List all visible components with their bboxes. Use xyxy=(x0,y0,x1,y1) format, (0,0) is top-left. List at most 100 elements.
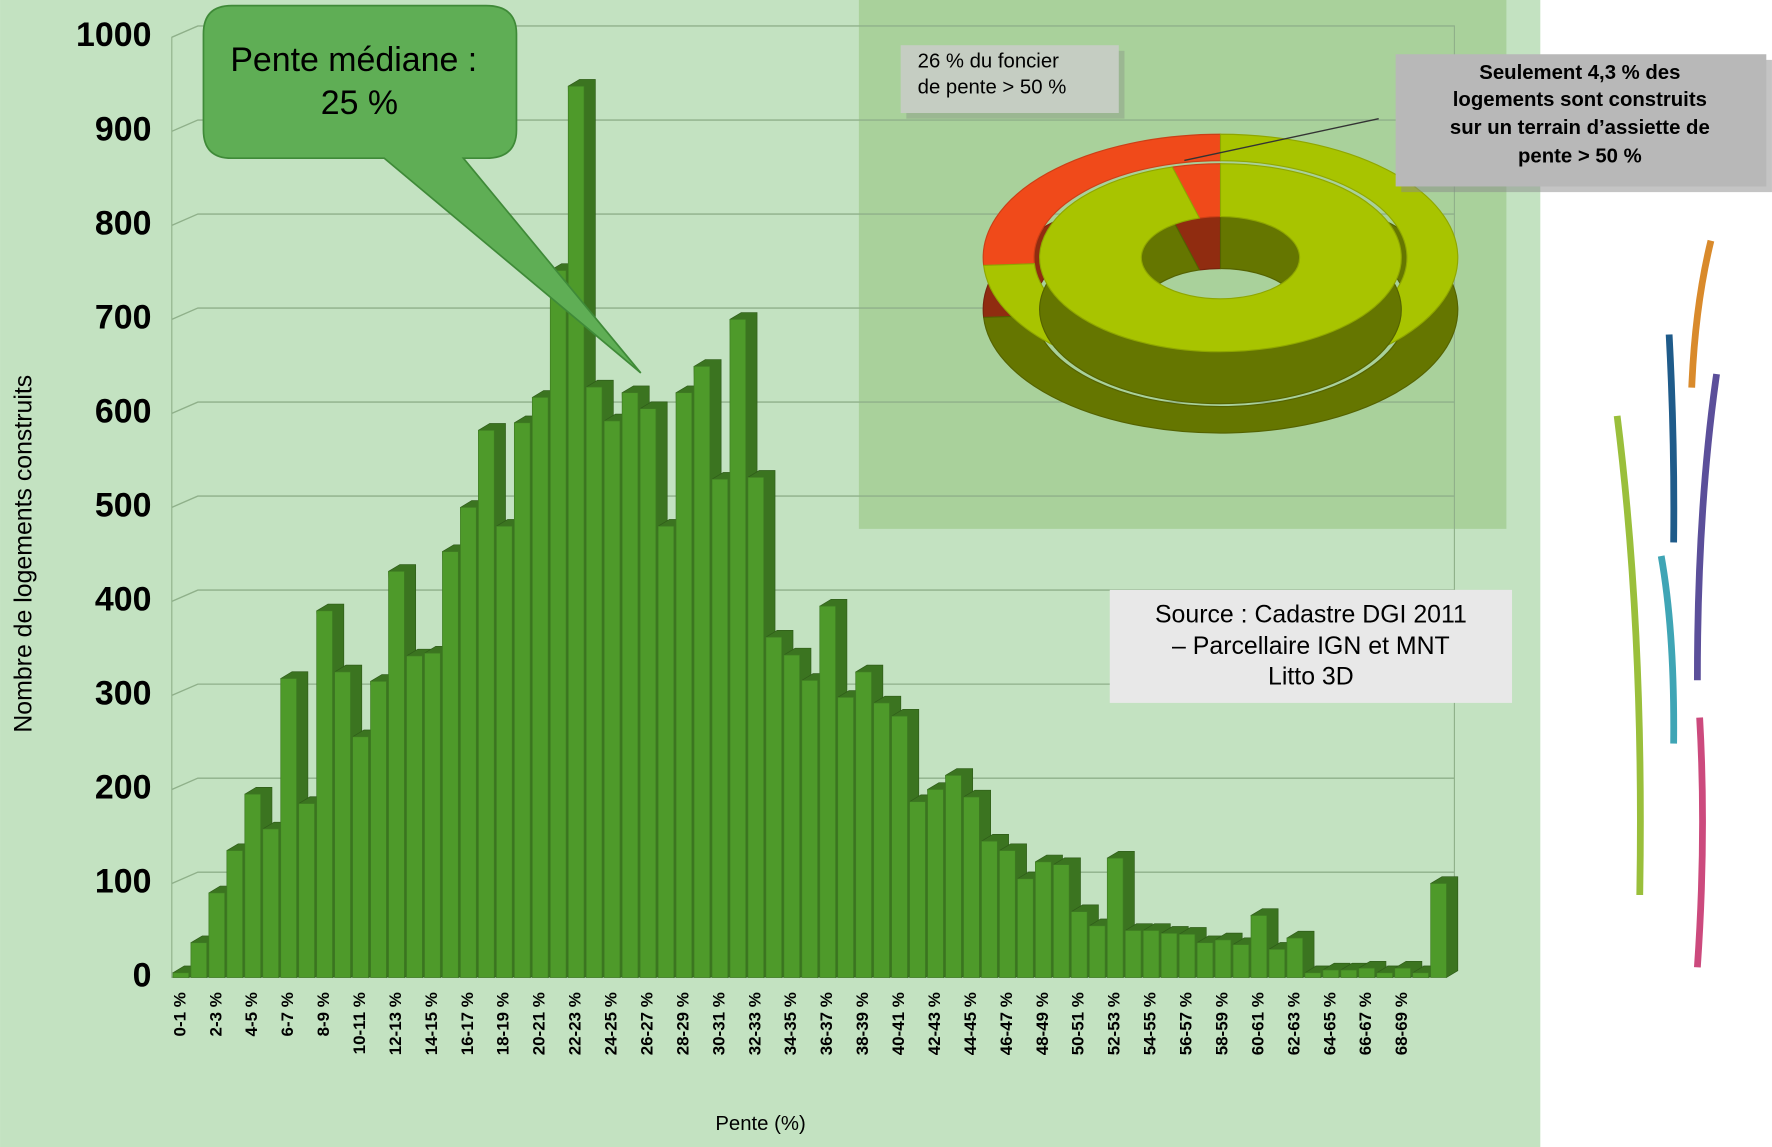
bar xyxy=(280,678,297,978)
bar xyxy=(531,397,549,978)
x-tick-label: 46-47 % xyxy=(997,992,1016,1055)
bar xyxy=(513,422,531,978)
logements-box xyxy=(1395,54,1767,187)
x-tick-label: 36-37 % xyxy=(817,992,836,1055)
deco-stroke xyxy=(1613,415,1644,896)
y-tick-label: 1000 xyxy=(76,16,151,54)
x-tick-label: 40-41 % xyxy=(889,992,908,1055)
logements-annotation: pente > 50 % xyxy=(1518,145,1642,167)
foncier-annotation: de pente > 50 % xyxy=(918,77,1067,99)
x-tick-label: 14-15 % xyxy=(422,992,441,1055)
bar xyxy=(999,850,1016,978)
x-tick-label: 38-39 % xyxy=(853,992,872,1055)
median-annotation: 25 % xyxy=(321,84,398,122)
bar xyxy=(226,850,244,978)
x-tick-label: 2-3 % xyxy=(206,992,225,1036)
bar xyxy=(1106,857,1124,978)
deco-stroke xyxy=(1693,373,1720,681)
y-tick-label: 100 xyxy=(95,862,152,900)
bar xyxy=(1250,915,1268,978)
bar xyxy=(1160,932,1178,978)
foncier-annotation: 26 % du foncier xyxy=(918,51,1059,73)
bar xyxy=(729,319,747,978)
grid-line xyxy=(171,777,1455,791)
x-tick-label: 58-59 % xyxy=(1212,992,1231,1055)
bar xyxy=(621,392,639,978)
bar xyxy=(1394,967,1411,978)
bar xyxy=(711,478,729,978)
x-tick-label: 54-55 % xyxy=(1141,992,1160,1055)
x-tick-label: 62-63 % xyxy=(1284,992,1303,1055)
x-tick-label: 24-25 % xyxy=(602,992,621,1055)
grid-layer xyxy=(171,25,1455,979)
median-callout xyxy=(202,4,642,374)
bar xyxy=(981,840,998,978)
grid-line xyxy=(171,401,1455,414)
grid-line xyxy=(171,119,1455,132)
median-annotation: Pente médiane : xyxy=(230,41,477,79)
bar xyxy=(1358,967,1375,978)
x-tick-label: 4-5 % xyxy=(242,992,261,1036)
source-annotation: – Parcellaire IGN et MNT xyxy=(1172,632,1450,660)
bar xyxy=(208,892,226,978)
bar xyxy=(891,715,908,978)
decoration xyxy=(1613,239,1720,968)
bar xyxy=(801,680,818,978)
bar xyxy=(1232,944,1250,978)
bar xyxy=(172,972,190,978)
bar xyxy=(1340,969,1358,978)
deco-stroke xyxy=(1665,334,1678,543)
grid-line xyxy=(171,589,1455,603)
bar xyxy=(549,270,567,978)
donut-slice xyxy=(1039,163,1402,353)
bar xyxy=(424,652,441,978)
bar xyxy=(1376,972,1393,978)
bar xyxy=(675,392,693,978)
x-tick-label: 34-35 % xyxy=(781,992,800,1055)
y-tick-label: 800 xyxy=(95,204,152,242)
bar xyxy=(1053,864,1070,978)
bar xyxy=(460,507,477,978)
x-tick-label: 56-57 % xyxy=(1177,992,1196,1055)
bars-layer xyxy=(172,79,1459,979)
grid-line xyxy=(171,25,1455,38)
bar xyxy=(298,803,315,978)
x-tick-label: 64-65 % xyxy=(1320,992,1339,1055)
x-tick-label: 66-67 % xyxy=(1356,992,1375,1055)
bar xyxy=(316,610,333,978)
bar xyxy=(1142,930,1160,978)
bar xyxy=(406,655,423,978)
bar xyxy=(1214,939,1232,978)
bar xyxy=(334,671,351,978)
y-tick-label: 200 xyxy=(95,768,152,806)
bar xyxy=(765,636,783,978)
x-tick-label: 30-31 % xyxy=(709,992,728,1055)
bar xyxy=(1017,878,1034,978)
bar xyxy=(1430,883,1447,978)
x-tick-label: 16-17 % xyxy=(458,992,477,1055)
x-tick-label: 42-43 % xyxy=(925,992,944,1055)
x-axis-label: Pente (%) xyxy=(715,1113,805,1135)
source-box xyxy=(1109,589,1513,703)
x-tick-label: 68-69 % xyxy=(1392,992,1411,1055)
x-tick-label: 50-51 % xyxy=(1069,992,1088,1055)
bar xyxy=(639,408,657,978)
bar xyxy=(1286,937,1304,978)
y-tick-label: 400 xyxy=(95,580,152,618)
bar xyxy=(1268,948,1286,978)
bar xyxy=(783,654,801,978)
bar xyxy=(855,671,872,978)
y-tick-label: 600 xyxy=(95,392,152,430)
x-tick-label: 60-61 % xyxy=(1248,992,1267,1055)
x-tick-label: 28-29 % xyxy=(673,992,692,1055)
bar xyxy=(837,696,854,978)
bar xyxy=(1070,911,1088,978)
y-axis-label: Nombre de logements construits xyxy=(9,375,37,733)
x-tick-label: 22-23 % xyxy=(566,992,585,1055)
bar xyxy=(945,775,962,978)
bar xyxy=(1322,969,1340,978)
bar xyxy=(927,789,944,978)
bar xyxy=(262,828,279,978)
bar xyxy=(496,525,513,978)
